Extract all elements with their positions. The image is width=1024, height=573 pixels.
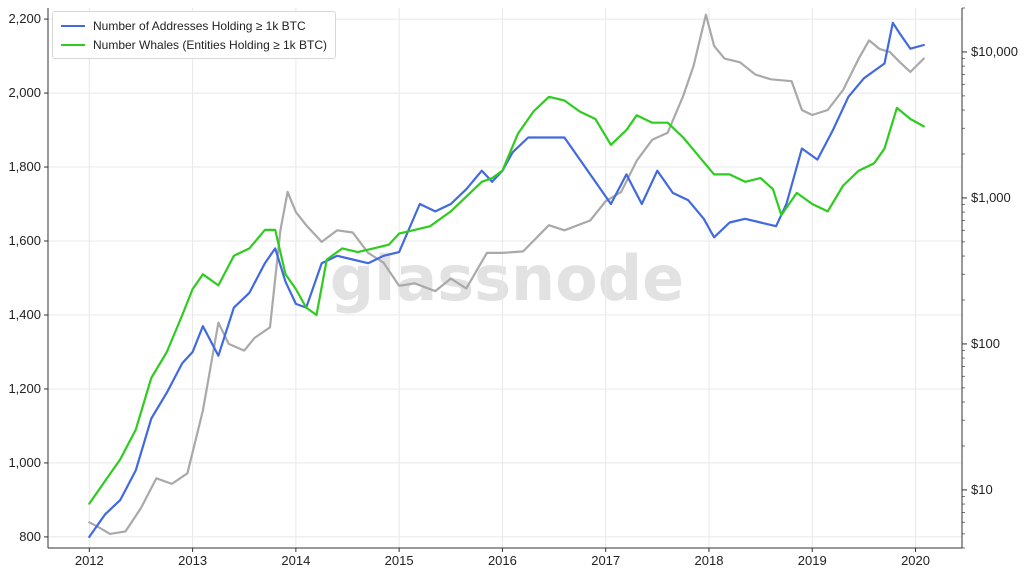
legend-item-addresses: Number of Addresses Holding ≥ 1k BTC <box>61 16 327 35</box>
legend-label-addresses: Number of Addresses Holding ≥ 1k BTC <box>93 18 306 33</box>
y-left-tick-label: 1,000 <box>8 455 41 470</box>
legend-label-whales: Number Whales (Entities Holding ≥ 1k BTC… <box>93 37 327 52</box>
y-left-tick-label: 1,600 <box>8 233 41 248</box>
axes <box>44 7 967 552</box>
x-tick-label: 2019 <box>798 553 827 568</box>
y-left-tick-label: 800 <box>19 529 41 544</box>
x-tick-label: 2020 <box>901 553 930 568</box>
legend-swatch-addresses <box>61 24 85 27</box>
y-left-tick-label: 1,400 <box>8 307 41 322</box>
x-tick-label: 2017 <box>591 553 620 568</box>
legend-swatch-whales <box>61 43 85 46</box>
x-tick-label: 2013 <box>178 553 207 568</box>
y-left-tick-label: 2,200 <box>8 11 41 26</box>
x-tick-labels: 2012 2013 2014 2015 2016 2017 2018 2019 2020 <box>75 553 930 568</box>
legend-item-whales: Number Whales (Entities Holding ≥ 1k BTC… <box>61 35 327 54</box>
x-tick-label: 2015 <box>385 553 414 568</box>
series-lines <box>88 13 925 538</box>
series-line-addresses <box>88 21 925 538</box>
y-right-tick-label: $10 <box>971 482 993 497</box>
y-left-tick-label: 2,000 <box>8 85 41 100</box>
y-left-tick-label: 1,200 <box>8 381 41 396</box>
x-tick-label: 2016 <box>488 553 517 568</box>
y-right-tick-labels: $10 $100 $1,000 $10,000 <box>971 44 1018 497</box>
y-right-tick-label: $1,000 <box>971 190 1011 205</box>
y-left-tick-label: 1,800 <box>8 159 41 174</box>
y-right-tick-label: $100 <box>971 336 1000 351</box>
series-line-whales <box>88 95 925 505</box>
x-tick-label: 2014 <box>281 553 310 568</box>
y-left-tick-labels: 800 1,000 1,200 1,400 1,600 1,800 2,000 2,200 <box>8 11 41 544</box>
x-tick-label: 2012 <box>75 553 104 568</box>
legend: Number of Addresses Holding ≥ 1k BTC Num… <box>52 11 336 59</box>
y-right-tick-label: $10,000 <box>971 44 1018 59</box>
x-tick-label: 2018 <box>695 553 724 568</box>
